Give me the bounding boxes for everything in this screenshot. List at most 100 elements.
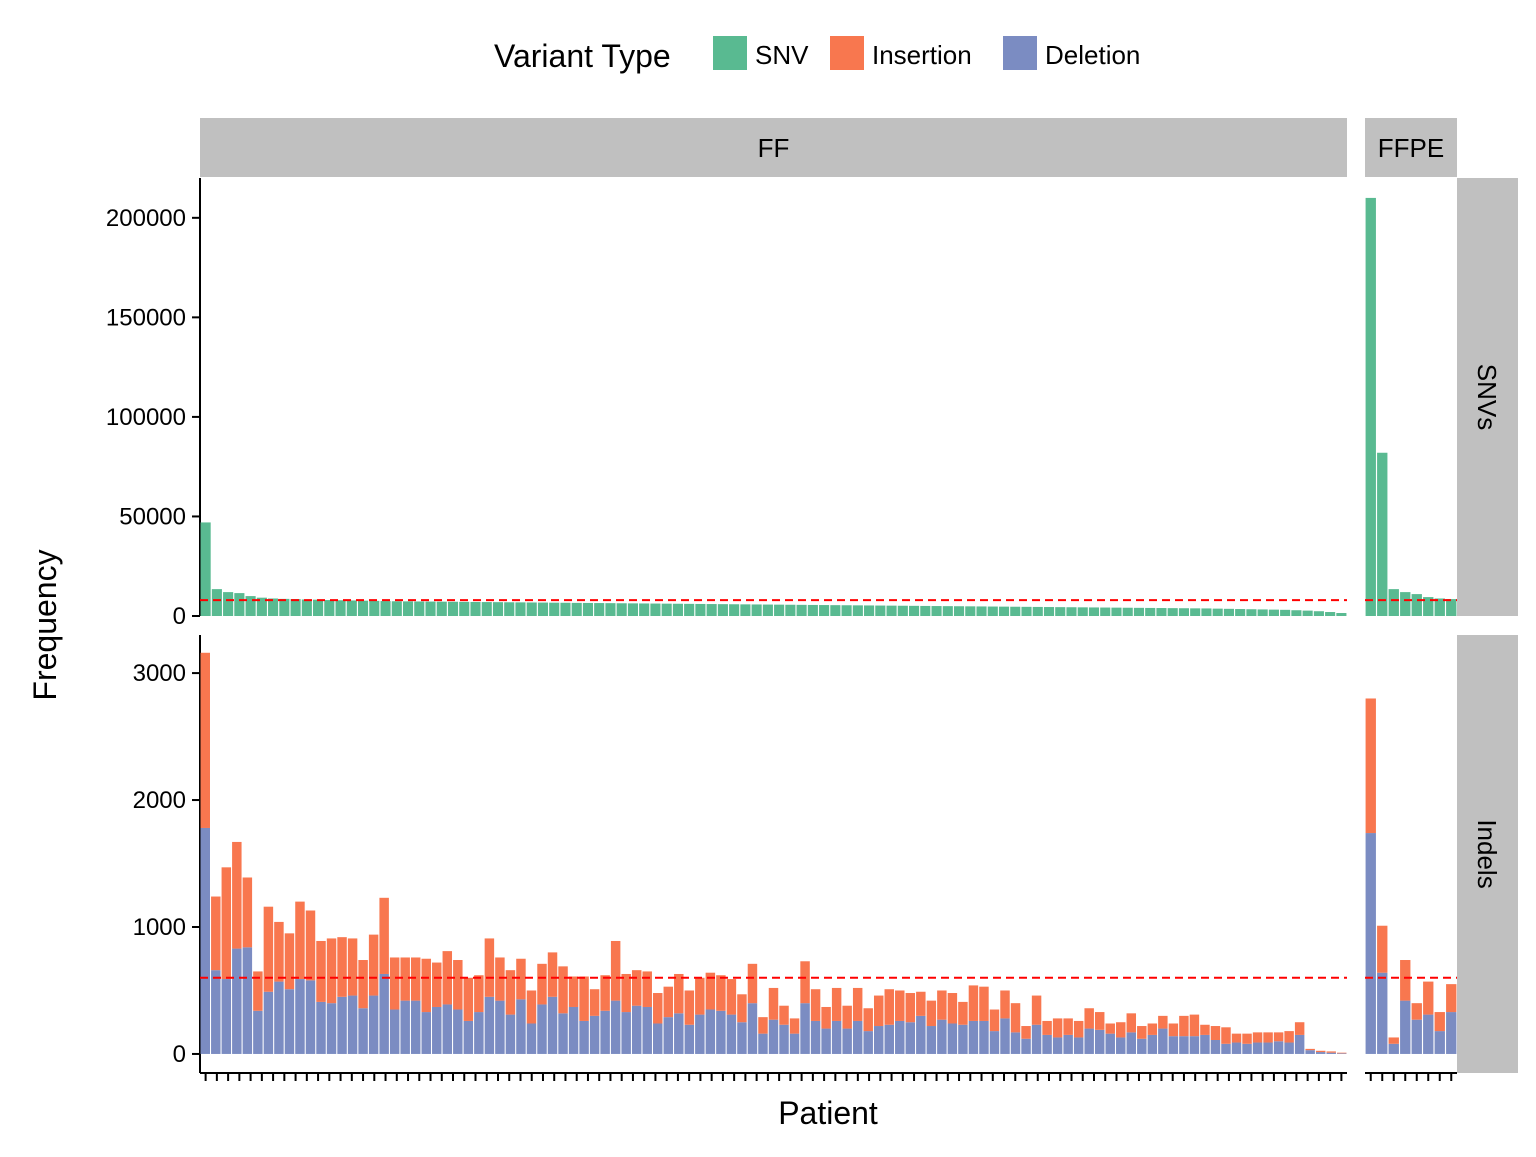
bar-deletion-104 [1284, 1042, 1294, 1054]
bar-snv-101 [1325, 612, 1336, 616]
bar-deletion-7 [1434, 1031, 1445, 1054]
bar-deletion-71 [937, 1019, 947, 1054]
bar-snv-20 [414, 601, 425, 616]
bar-insertion-77 [1000, 990, 1010, 1019]
bar-insertion-101 [1252, 1032, 1263, 1043]
bar-snv-36 [594, 603, 605, 616]
bar-snv-8 [1446, 599, 1457, 616]
bar-snv-59 [852, 605, 863, 616]
bar-insertion-9 [284, 933, 295, 990]
bar-snv-94 [1246, 609, 1257, 616]
bar-deletion-74 [968, 1020, 979, 1054]
bar-deletion-3 [1388, 1043, 1399, 1054]
bar-insertion-35 [558, 966, 568, 1014]
bar-deletion-83 [1063, 1034, 1073, 1054]
bar-deletion-94 [1179, 1036, 1189, 1054]
bar-snv-76 [1043, 607, 1055, 616]
y-axis-snvs: 0 50000 100000 150000 200000 [106, 178, 201, 630]
bar-insertion-17 [368, 934, 379, 996]
bar-snv-77 [1055, 607, 1066, 616]
bar-insertion-22 [421, 958, 431, 1013]
bar-insertion-2 [211, 896, 221, 971]
bar-deletion-64 [863, 1031, 873, 1054]
bar-snv-18 [391, 601, 402, 616]
bar-snv-72 [998, 606, 1010, 616]
bar-insertion-41 [621, 973, 631, 1013]
strip-label-snvs: SNVs [1472, 364, 1502, 430]
bar-snv-4 [234, 593, 245, 616]
bar-deletion-99 [1231, 1042, 1242, 1054]
bar-snv-44 [684, 603, 695, 616]
bar-snv-7 [1434, 598, 1445, 616]
bar-deletion-92 [1158, 1028, 1168, 1054]
bar-snv-29 [515, 602, 526, 616]
bar-deletion-88 [1116, 1037, 1126, 1054]
bar-insertion-84 [1073, 1020, 1084, 1038]
bar-deletion-107 [1315, 1052, 1326, 1054]
bar-deletion-5 [1411, 1019, 1422, 1054]
bar-snv-82 [1111, 607, 1122, 616]
bar-insertion-32 [526, 990, 537, 1024]
bar-deletion-44 [653, 1023, 663, 1054]
bar-deletion-79 [1021, 1038, 1031, 1054]
bar-insertion-85 [1084, 1008, 1094, 1029]
bar-snv-8 [279, 598, 290, 616]
bar-snv-85 [1145, 607, 1156, 616]
bar-snv-71 [987, 606, 998, 616]
legend-label-deletion: Deletion [1045, 40, 1140, 70]
panel-ffpe-indels [1365, 698, 1457, 1054]
bar-insertion-33 [537, 963, 547, 1005]
strip-label-ffpe: FFPE [1378, 133, 1444, 163]
bar-deletion-77 [1000, 1018, 1010, 1054]
bar-deletion-68 [905, 1022, 916, 1054]
legend-key-snv [713, 36, 747, 70]
bar-deletion-30 [505, 1014, 516, 1054]
bar-deletion-2 [211, 970, 221, 1054]
x-axis-ffpe [1365, 1072, 1457, 1081]
bar-insertion-105 [1294, 1022, 1305, 1035]
bar-insertion-16 [358, 960, 368, 1009]
bar-deletion-2 [1377, 972, 1388, 1054]
bar-deletion-28 [484, 996, 495, 1054]
y-tick-label: 50000 [119, 503, 186, 530]
bar-snv-58 [841, 605, 852, 616]
bar-deletion-76 [989, 1031, 1000, 1054]
bar-insertion-29 [495, 957, 505, 1001]
bar-snv-35 [582, 602, 594, 616]
bar-snv-97 [1280, 609, 1291, 616]
bar-insertion-43 [642, 971, 652, 1007]
bar-deletion-62 [842, 1028, 852, 1054]
bar-insertion-19 [389, 957, 400, 1010]
bar-insertion-7 [1434, 1012, 1445, 1032]
bar-snv-7 [268, 598, 279, 616]
bar-insertion-3 [1388, 1037, 1399, 1044]
bar-deletion-13 [326, 1003, 337, 1054]
bar-deletion-1 [200, 827, 210, 1054]
bar-insertion-58 [800, 961, 810, 1004]
bar-snv-2 [1377, 452, 1388, 616]
bar-insertion-91 [1147, 1023, 1158, 1035]
bar-deletion-20 [400, 1000, 410, 1054]
bar-insertion-68 [905, 993, 916, 1023]
bar-deletion-55 [768, 1019, 779, 1054]
bar-insertion-18 [379, 897, 389, 974]
bar-snv-34 [571, 602, 582, 616]
bar-deletion-38 [589, 1015, 600, 1054]
bar-insertion-100 [1242, 1033, 1252, 1044]
bar-deletion-3 [221, 979, 232, 1054]
bar-insertion-20 [400, 957, 410, 1001]
bar-snv-50 [751, 604, 762, 616]
bar-snv-27 [492, 602, 504, 616]
bar-snv-42 [661, 603, 672, 616]
bar-deletion-69 [916, 1015, 926, 1054]
bar-deletion-23 [432, 1006, 442, 1054]
bar-deletion-33 [537, 1004, 547, 1054]
bar-snv-95 [1257, 609, 1268, 616]
bar-deletion-63 [852, 1020, 863, 1054]
bar-insertion-80 [1031, 995, 1042, 1025]
bar-snv-88 [1178, 608, 1190, 616]
y-tick-label: 3000 [133, 660, 186, 687]
bar-deletion-1 [1365, 833, 1376, 1054]
bar-deletion-87 [1105, 1033, 1115, 1054]
